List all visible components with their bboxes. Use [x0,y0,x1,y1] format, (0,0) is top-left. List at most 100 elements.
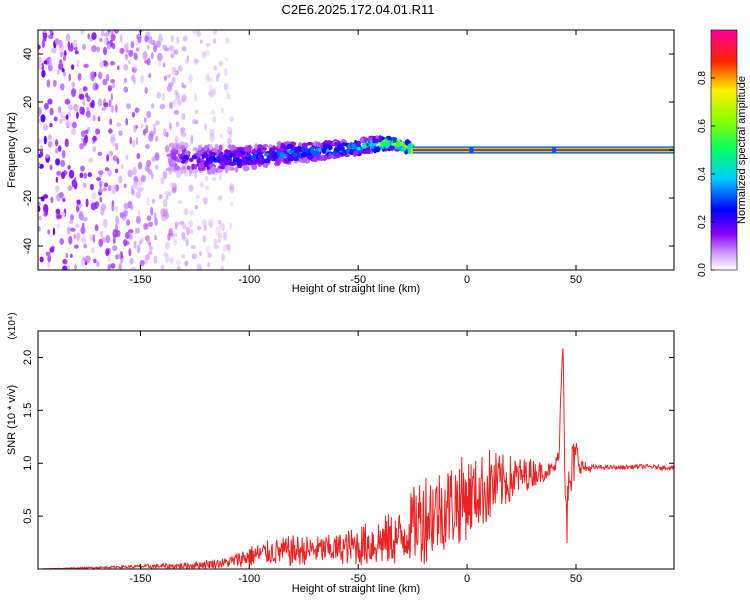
noise-blob [198,266,203,270]
ridge-blob [392,137,396,144]
noise-blob [57,223,60,229]
ridge-blob [243,158,248,163]
noise-blob [184,58,189,65]
noise-blob [132,139,136,148]
noise-blob [175,259,181,266]
noise-blob [146,196,150,206]
noise-blob [201,219,208,227]
noise-blob [223,231,228,241]
noise-blob [80,236,87,244]
noise-blob [118,253,122,260]
noise-blob [158,33,163,43]
noise-blob [223,83,229,91]
noise-blob [165,195,169,201]
ridge-blob [407,143,412,151]
x-tick-label: -150 [129,274,151,286]
noise-blob [181,46,187,52]
ridge-blob [207,157,215,161]
noise-blob [182,236,188,242]
noise-blob [55,176,59,183]
noise-blob [190,228,194,235]
noise-blob [72,39,78,48]
noise-blob [54,38,60,45]
ridge-blob [368,137,373,141]
noise-blob [110,79,116,84]
noise-blob [144,59,149,64]
noise-blob [129,257,135,264]
ridge-blob [171,144,176,149]
y-tick-label: -40 [22,238,34,254]
noise-blob [68,235,73,245]
noise-blob [144,35,149,43]
noise-blob [125,117,128,126]
noise-blob [43,60,48,65]
ridge-blob [306,142,314,146]
ridge-blob [374,146,381,153]
noise-blob [102,78,108,86]
noise-blob [56,214,62,219]
noise-blob [125,103,132,109]
ridge-blob [262,144,269,148]
noise-blob [92,135,97,142]
noise-blob [183,93,187,101]
noise-blob [133,52,138,60]
noise-blob [137,208,141,216]
noise-blob [106,43,111,50]
ridge-blob [369,140,373,144]
noise-blob [227,95,231,100]
noise-blob [153,126,157,135]
noise-blob [97,151,102,156]
noise-blob [192,30,197,34]
x-tick-label: 0 [464,573,470,585]
noise-blob [45,154,49,159]
noise-blob [188,74,193,83]
colorbar: 0.0 0.2 0.4 0.6 0.8 Normalized spectral ampl… [697,29,748,277]
noise-blob [87,33,90,40]
ridge-blob [177,153,182,158]
noise-blob [146,159,152,167]
noise-blob [146,44,150,50]
noise-blob [135,215,141,224]
noise-blob [83,172,87,179]
noise-blob [208,218,214,228]
ridge-blob [211,166,216,174]
noise-blob [47,261,50,269]
noise-blob [205,245,211,254]
ridge-blob [192,147,197,151]
noise-blob [68,169,75,179]
noise-blob [83,63,89,68]
noise-blob [209,88,215,98]
ridge-blob [310,147,314,153]
noise-blob [38,162,41,168]
noise-blob [153,211,157,221]
noise-blob [148,221,154,227]
ridge-blob [286,143,293,150]
noise-blob [162,199,168,208]
noise-blob [229,131,233,138]
noise-blob [115,215,120,225]
noise-blob [50,196,54,204]
noise-blob [209,84,213,91]
noise-blob [140,237,144,243]
noise-blob [215,226,221,236]
noise-blob [222,244,227,253]
noise-blob [195,194,200,200]
noise-blob [55,208,61,215]
noise-blob [219,195,223,200]
ridge-blob [249,160,253,165]
noise-blob [223,68,228,77]
noise-blob [60,50,63,58]
noise-blob [204,175,209,182]
noise-blob [70,227,76,232]
snr-series-line [38,348,674,569]
noise-blob [112,184,117,194]
noise-blob [149,245,153,251]
noise-blob [80,226,86,235]
noise-blob [103,187,107,192]
y-tick-label: 0.5 [22,508,34,523]
noise-blob [71,179,76,188]
noise-blob [71,128,77,136]
ridge-blob [231,161,238,166]
noise-blob [119,47,125,55]
noise-blob [110,61,115,66]
